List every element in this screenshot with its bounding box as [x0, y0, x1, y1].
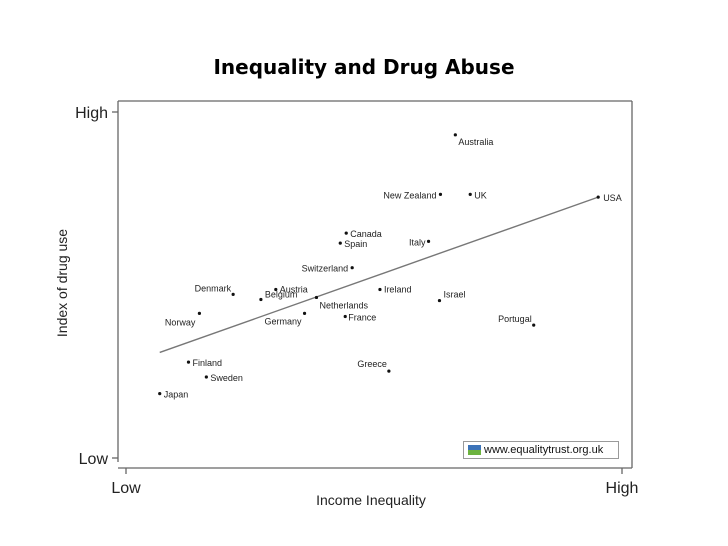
point-germany [302, 311, 307, 315]
point-denmark [231, 292, 235, 296]
y-tick-label-low: Low [79, 451, 109, 468]
point-norway [197, 311, 202, 315]
point-finland [186, 360, 191, 364]
watermark-text: www.equalitytrust.org.uk [484, 444, 604, 456]
point-sweden [204, 375, 208, 379]
chart-title: Inequality and Drug Abuse [213, 55, 515, 79]
point-label-germany: Germany [265, 316, 303, 326]
point-portugal [532, 323, 536, 327]
point-label-denmark: Denmark [195, 283, 232, 293]
point-label-switzerland: Switzerland [302, 264, 349, 274]
point-belgium [259, 297, 263, 302]
point-japan [158, 392, 162, 396]
point-label-finland: Finland [192, 358, 222, 368]
trend-line-group [159, 196, 599, 354]
point-label-sweden: Sweden [210, 373, 243, 383]
point-france [343, 314, 347, 319]
point-label-australia: Australia [458, 137, 493, 147]
point-australia [453, 133, 457, 137]
point-label-italy: Italy [409, 237, 426, 247]
trend-line [159, 196, 599, 354]
point-new-zealand [438, 192, 443, 196]
point-label-uk: UK [474, 190, 487, 200]
point-label-canada: Canada [350, 229, 382, 239]
point-label-spain: Spain [344, 239, 367, 249]
point-label-norway: Norway [165, 317, 196, 327]
point-label-greece: Greece [357, 359, 387, 369]
x-tick-label-low: Low [111, 480, 141, 497]
y-tick-label-high: High [75, 105, 108, 122]
point-label-israel: Israel [443, 290, 465, 300]
point-label-usa: USA [603, 193, 622, 203]
point-label-portugal: Portugal [498, 314, 532, 324]
point-switzerland [350, 266, 354, 270]
y-axis-label: Index of drug use [54, 229, 70, 337]
point-israel [437, 298, 442, 303]
x-axis-label: Income Inequality [316, 492, 426, 508]
point-spain [338, 241, 342, 245]
point-label-japan: Japan [164, 390, 189, 400]
point-usa [596, 195, 600, 199]
y-axis: High Low Index of drug use [54, 101, 119, 468]
point-label-belgium: Belgium [265, 290, 298, 300]
point-label-austria: Austria [280, 284, 308, 294]
point-label-ireland: Ireland [384, 284, 412, 294]
plot-frame [118, 100, 633, 468]
point-uk [468, 192, 472, 196]
point-italy [426, 239, 431, 244]
point-label-france: France [348, 312, 376, 322]
point-canada [344, 231, 348, 235]
point-netherlands [314, 295, 319, 300]
point-greece [387, 369, 391, 373]
point-ireland [378, 287, 382, 292]
point-austria [274, 287, 278, 292]
point-label-new-zealand: New Zealand [383, 190, 436, 200]
equality-trust-logo-icon [468, 445, 481, 455]
point-label-netherlands: Netherlands [319, 300, 368, 310]
x-tick-label-high: High [606, 480, 639, 497]
watermark-box: www.equalitytrust.org.uk [463, 441, 619, 459]
x-axis: Low High Income Inequality [111, 467, 639, 508]
